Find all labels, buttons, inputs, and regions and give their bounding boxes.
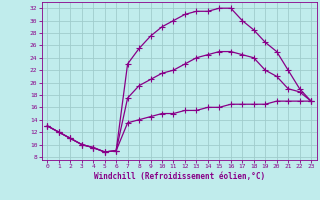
X-axis label: Windchill (Refroidissement éolien,°C): Windchill (Refroidissement éolien,°C) xyxy=(94,172,265,181)
